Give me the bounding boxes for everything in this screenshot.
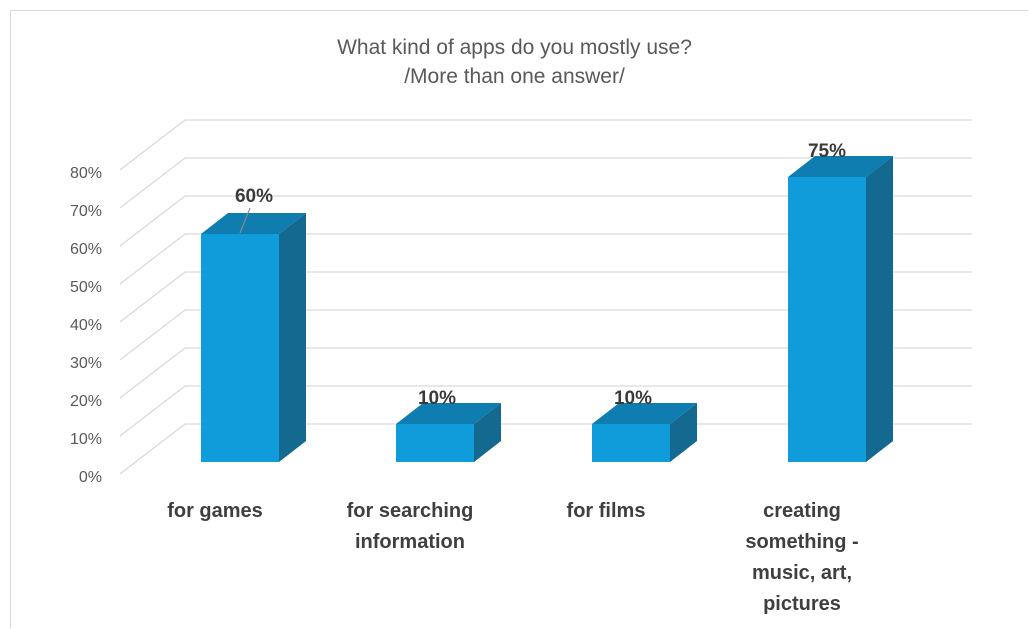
bar-side [279,213,306,462]
bar [788,177,866,462]
category-label: for films [567,500,646,522]
gridline [119,157,972,209]
category-label: creating [763,500,841,522]
data-label: 75% [808,141,846,162]
data-label: 10% [614,388,652,409]
chart-subtitle: /More than one answer/ [404,65,625,88]
data-label: 60% [235,186,273,207]
category-label: for games [167,500,263,522]
gridline [119,119,972,171]
gridline [119,233,972,285]
bar-top [396,403,501,424]
y-tick-label: 80% [70,165,102,182]
bar [592,424,670,462]
bar-side [866,156,893,462]
bar-top [788,156,893,177]
bar-top [592,403,697,424]
category-label: something - [745,531,858,553]
data-label-leader [239,207,251,234]
bar-top [201,213,306,234]
chart-frame [10,10,1028,628]
gridline [119,423,972,475]
y-tick-label: 0% [79,469,102,486]
y-tick-label: 20% [70,393,102,410]
gridline [119,195,972,247]
bar-side [670,403,697,462]
gridline [119,347,972,399]
data-label: 10% [418,388,456,409]
bar [201,234,279,462]
y-tick-label: 50% [70,279,102,296]
chart-title: What kind of apps do you mostly use? [337,36,692,59]
bar-side [474,403,501,462]
y-tick-label: 70% [70,203,102,220]
y-tick-label: 10% [70,431,102,448]
category-label: information [355,531,465,553]
y-tick-label: 30% [70,355,102,372]
category-label: pictures [763,593,841,615]
gridline [119,309,972,361]
y-tick-label: 40% [70,317,102,334]
gridline [119,271,972,323]
category-label: for searching [347,500,474,522]
gridline [119,385,972,437]
bar [396,424,474,462]
y-tick-label: 60% [70,241,102,258]
category-label: music, art, [752,562,852,584]
